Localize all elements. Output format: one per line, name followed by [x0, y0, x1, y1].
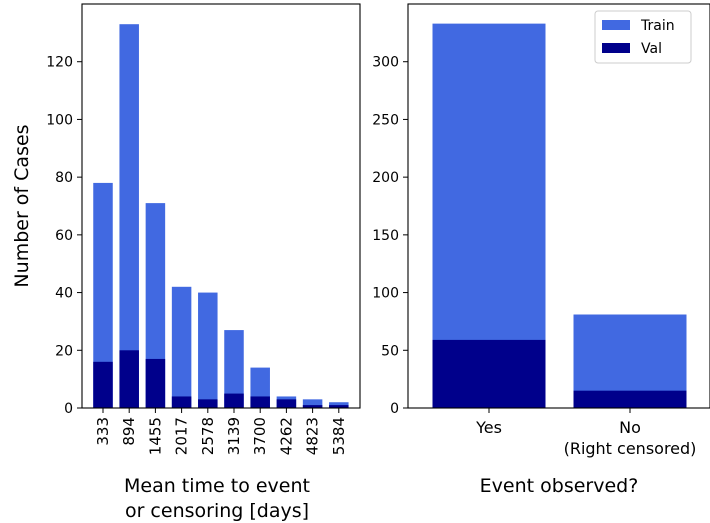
legend-label-val: Val — [641, 41, 662, 57]
bar-train-0-4 — [198, 292, 218, 408]
bar-val-0-5 — [224, 393, 244, 408]
xlabel-0: Mean time to event or censoring [days] — [124, 475, 310, 522]
xtick-label-0-2: 1455 — [146, 417, 164, 455]
legend-swatch-val — [602, 43, 630, 53]
ytick-label-0-1: 20 — [55, 343, 73, 359]
bar-val-1-0 — [432, 339, 546, 408]
bar-val-1-1 — [573, 390, 687, 408]
ytick-label-1-5: 250 — [372, 112, 399, 128]
bar-train-0-8 — [302, 399, 323, 408]
xtick-label-0-8: 4823 — [304, 417, 322, 455]
bar-train-0-2 — [145, 203, 166, 408]
axes-frame-0 — [81, 3, 361, 409]
bar-train-0-5 — [224, 330, 244, 408]
bar-val-0-2 — [145, 358, 166, 408]
ytick-label-0-3: 60 — [55, 228, 73, 244]
xtick-label-0-0: 333 — [94, 417, 112, 446]
ytick-label-0-4: 80 — [55, 170, 73, 186]
axes-frame-1 — [407, 3, 710, 409]
bar-val-0-9 — [329, 405, 349, 408]
ytick-label-0-0: 0 — [64, 401, 73, 417]
xtick-label-0-6: 3700 — [251, 417, 269, 455]
ytick-label-1-3: 150 — [372, 228, 399, 244]
legend-label-train: Train — [640, 18, 675, 34]
ytick-label-0-5: 100 — [46, 112, 73, 128]
bar-train-0-1 — [119, 24, 139, 408]
bar-val-0-0 — [93, 361, 113, 408]
bar-val-0-3 — [171, 396, 192, 408]
ytick-label-1-4: 200 — [372, 170, 399, 186]
ytick-label-1-0: 0 — [390, 401, 399, 417]
xtick-label-1-1: No (Right censored) — [564, 418, 697, 458]
bar-train-0-3 — [171, 286, 192, 408]
xtick-label-0-5: 3139 — [225, 417, 243, 455]
ytick-label-0-2: 40 — [55, 286, 73, 302]
bar-val-0-6 — [250, 396, 270, 408]
bar-val-0-7 — [276, 399, 297, 408]
bar-val-0-4 — [198, 399, 218, 408]
xtick-label-1-0: Yes — [475, 418, 502, 437]
legend-swatch-train — [602, 20, 630, 30]
xtick-label-0-7: 4262 — [277, 417, 295, 455]
ylabel-0: Number of Cases — [11, 124, 33, 287]
xtick-label-0-3: 2017 — [173, 417, 191, 455]
ytick-label-1-1: 50 — [381, 343, 399, 359]
bar-train-0-0 — [93, 182, 113, 408]
xtick-label-0-1: 894 — [120, 417, 138, 446]
bar-val-0-8 — [302, 405, 323, 408]
xlabel-1: Event observed? — [480, 475, 639, 497]
ytick-label-1-6: 300 — [372, 55, 399, 71]
ytick-label-0-6: 120 — [46, 55, 73, 71]
xtick-label-0-4: 2578 — [199, 417, 217, 455]
bar-val-0-1 — [119, 350, 139, 408]
ytick-label-1-2: 100 — [372, 286, 399, 302]
xtick-label-0-9: 5384 — [330, 417, 348, 455]
